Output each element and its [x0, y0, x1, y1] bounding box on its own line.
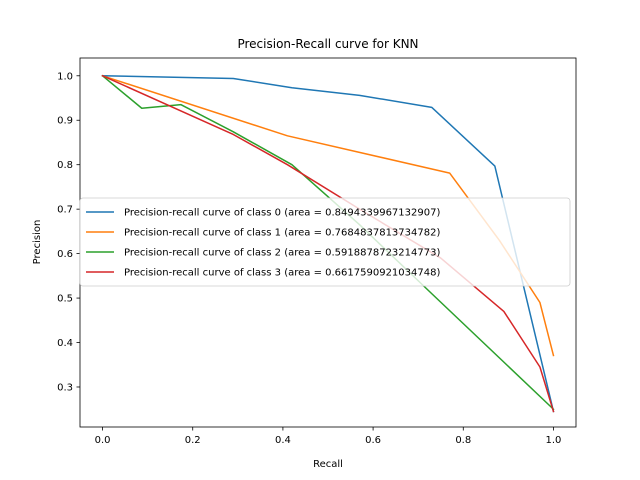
y-tick-label: 0.4 [57, 338, 73, 349]
y-tick-label: 1.0 [57, 71, 73, 82]
x-tick-label: 0.0 [95, 435, 111, 446]
y-tick-label: 0.3 [57, 382, 73, 393]
x-tick-label: 0.2 [185, 435, 201, 446]
legend-box [79, 197, 571, 287]
y-tick-label: 0.6 [57, 249, 73, 260]
x-tick-label: 1.0 [546, 435, 562, 446]
x-axis: 0.0 0.2 0.4 0.6 0.8 1.0 [95, 427, 562, 446]
y-tick-label: 0.7 [57, 205, 73, 216]
x-tick-label: 0.4 [275, 435, 291, 446]
legend-entry-label: Precision-recall curve of class 3 (area … [124, 268, 440, 279]
y-tick-label: 0.8 [57, 160, 73, 171]
legend-entry-label: Precision-recall curve of class 2 (area … [124, 248, 440, 259]
x-axis-label: Recall [313, 459, 343, 470]
series-line-class-0 [101, 75, 555, 413]
x-tick-label: 0.6 [365, 435, 381, 446]
y-tick-label: 0.5 [57, 294, 73, 305]
legend-entry-label: Precision-recall curve of class 1 (area … [124, 228, 440, 239]
y-axis-label: Precision [32, 220, 43, 265]
legend-entry-label: Precision-recall curve of class 0 (area … [124, 208, 440, 219]
x-tick-label: 0.8 [455, 435, 471, 446]
chart-title: Precision-Recall curve for KNN [237, 37, 418, 51]
y-axis: 0.3 0.4 0.5 0.6 0.7 0.8 0.9 1.0 [57, 71, 80, 393]
legend: Precision-recall curve of class 0 (area … [79, 197, 571, 287]
y-tick-label: 0.9 [57, 116, 73, 127]
